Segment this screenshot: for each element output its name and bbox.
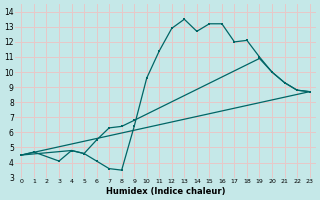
X-axis label: Humidex (Indice chaleur): Humidex (Indice chaleur): [106, 187, 225, 196]
